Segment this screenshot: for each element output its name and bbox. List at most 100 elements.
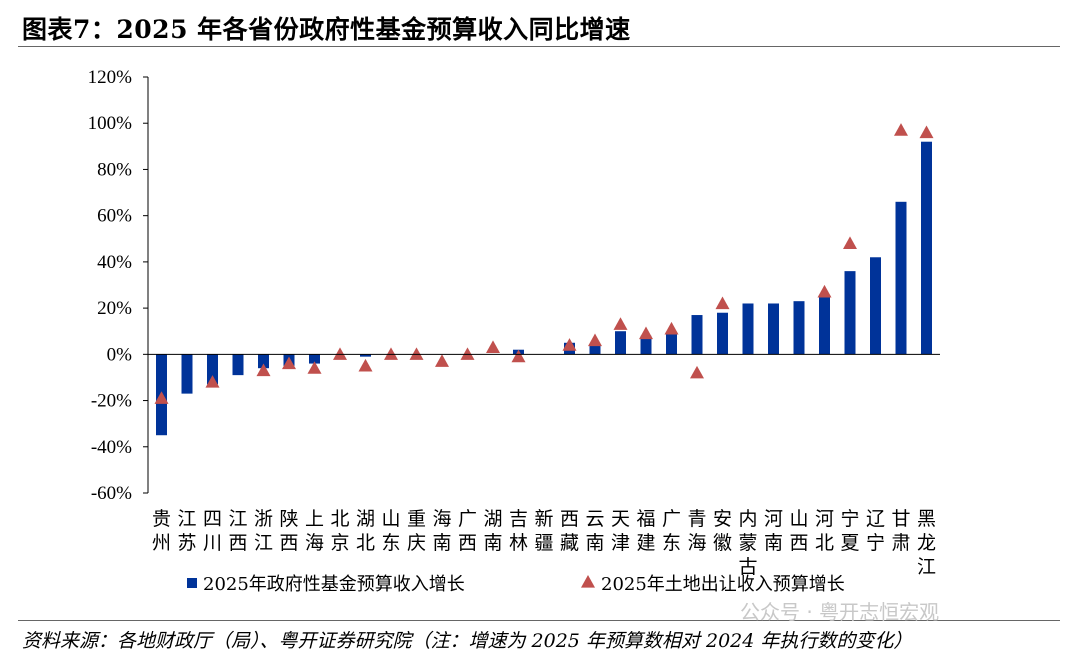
y-tick-label: -20% bbox=[91, 391, 132, 412]
triangle-marker bbox=[409, 347, 424, 360]
triangle-marker bbox=[894, 123, 908, 136]
bar bbox=[309, 354, 320, 364]
bar bbox=[207, 354, 218, 385]
watermark: 公众号 · 粤开志恒宏观 bbox=[740, 600, 940, 624]
svg-text:辽宁: 辽宁 bbox=[866, 508, 885, 554]
category-label: 甘肃 bbox=[891, 508, 910, 554]
category-label: 贵州 bbox=[152, 508, 171, 554]
triangle-marker bbox=[715, 296, 730, 310]
svg-text:黑龙江: 黑龙江 bbox=[917, 508, 936, 578]
svg-text:福建: 福建 bbox=[636, 508, 655, 554]
category-label: 广东 bbox=[662, 508, 681, 554]
triangle-marker bbox=[639, 326, 653, 340]
category-label: 重庆 bbox=[407, 508, 426, 554]
svg-text:浙江: 浙江 bbox=[254, 508, 273, 554]
legend-swatch-triangle bbox=[581, 575, 595, 588]
category-label: 河南 bbox=[764, 508, 783, 554]
svg-text:山东: 山东 bbox=[381, 508, 400, 554]
triangle-marker bbox=[154, 391, 169, 404]
triangle-series bbox=[154, 123, 934, 404]
triangle-marker bbox=[486, 340, 500, 353]
svg-text:青海: 青海 bbox=[687, 508, 706, 554]
svg-text:广东: 广东 bbox=[662, 508, 681, 554]
triangle-marker bbox=[690, 365, 704, 379]
triangle-marker bbox=[511, 349, 526, 363]
source-divider bbox=[18, 620, 1060, 621]
y-axis: -60% -40% -20% 0% 20% 40% 60% 80% 100% 120% bbox=[88, 67, 149, 504]
svg-text:安徽: 安徽 bbox=[713, 508, 732, 554]
bar bbox=[181, 354, 193, 394]
category-label: 陕西 bbox=[279, 508, 298, 554]
bar bbox=[921, 141, 932, 355]
svg-text:海南: 海南 bbox=[432, 508, 451, 554]
svg-text:湖南: 湖南 bbox=[483, 508, 502, 554]
chart-title: 图表7：2025 年各省份政府性基金预算收入同比增速 bbox=[22, 15, 631, 44]
y-tick-label: 40% bbox=[97, 252, 132, 273]
category-labels: 贵州江苏四川江西浙江陕西上海北京湖北山东重庆海南广西湖南吉林新疆西藏云南天津福建… bbox=[152, 508, 936, 578]
svg-text:甘肃: 甘肃 bbox=[891, 508, 910, 554]
triangle-marker bbox=[817, 284, 832, 298]
bar bbox=[717, 312, 728, 355]
bar bbox=[232, 354, 244, 376]
y-tick-label: 0% bbox=[107, 344, 133, 365]
y-tick-label: 20% bbox=[97, 298, 132, 319]
svg-text:天津: 天津 bbox=[611, 508, 630, 554]
bar bbox=[640, 335, 652, 355]
triangle-marker bbox=[562, 338, 577, 351]
bar bbox=[768, 303, 779, 355]
bar-series bbox=[156, 141, 932, 436]
y-tick-label: -40% bbox=[91, 437, 132, 458]
bar bbox=[615, 331, 626, 355]
legend-label-triangle: 2025年土地出让收入预算增长 bbox=[601, 574, 845, 595]
triangle-marker bbox=[919, 125, 934, 139]
triangle-marker bbox=[333, 347, 347, 360]
category-label: 青海 bbox=[687, 508, 706, 554]
svg-text:宁夏: 宁夏 bbox=[840, 508, 859, 554]
category-label: 福建 bbox=[636, 508, 655, 554]
triangle-marker bbox=[256, 363, 271, 377]
bar bbox=[666, 333, 677, 355]
svg-text:西藏: 西藏 bbox=[560, 508, 579, 554]
legend: 2025年政府性基金预算收入增长 2025年土地出让收入预算增长 bbox=[187, 574, 845, 595]
category-label: 安徽 bbox=[713, 508, 732, 554]
category-label: 新疆 bbox=[534, 508, 553, 554]
y-tick-label: 80% bbox=[97, 159, 132, 180]
bar bbox=[691, 315, 703, 355]
category-label: 海南 bbox=[432, 508, 451, 554]
svg-text:河南: 河南 bbox=[764, 508, 783, 554]
svg-text:吉林: 吉林 bbox=[509, 508, 528, 554]
category-label: 天津 bbox=[611, 508, 630, 554]
category-label: 上海 bbox=[305, 508, 324, 554]
svg-text:陕西: 陕西 bbox=[279, 508, 298, 554]
source-note: 资料来源：各地财政厅（局）、粤开证券研究院（注：增速为 2025 年预算数相对 … bbox=[22, 630, 913, 652]
bar bbox=[589, 345, 601, 355]
category-label: 云南 bbox=[585, 508, 604, 554]
triangle-marker bbox=[843, 236, 857, 249]
svg-text:江苏: 江苏 bbox=[177, 508, 196, 554]
svg-text:四川: 四川 bbox=[203, 508, 222, 554]
category-label: 内蒙古 bbox=[738, 508, 757, 578]
bar bbox=[793, 301, 805, 355]
svg-text:湖北: 湖北 bbox=[356, 508, 375, 554]
svg-text:河北: 河北 bbox=[815, 508, 834, 554]
y-tick-label: 60% bbox=[97, 206, 132, 227]
category-label: 湖北 bbox=[356, 508, 375, 554]
category-label: 西藏 bbox=[560, 508, 579, 554]
y-tick-label: -60% bbox=[91, 483, 132, 504]
triangle-marker bbox=[205, 375, 220, 388]
category-label: 江苏 bbox=[177, 508, 196, 554]
bar bbox=[870, 257, 881, 355]
bar bbox=[895, 201, 907, 355]
svg-text:北京: 北京 bbox=[330, 508, 349, 554]
svg-text:江西: 江西 bbox=[228, 508, 247, 554]
category-label: 宁夏 bbox=[840, 508, 859, 554]
svg-text:广西: 广西 bbox=[458, 508, 477, 554]
category-label: 吉林 bbox=[509, 508, 528, 554]
y-tick-label: 120% bbox=[88, 67, 133, 88]
triangle-marker bbox=[460, 347, 475, 360]
triangle-marker bbox=[358, 358, 373, 372]
title-divider bbox=[18, 46, 1060, 47]
bar bbox=[742, 303, 754, 355]
category-label: 广西 bbox=[458, 508, 477, 554]
legend-swatch-bar bbox=[187, 578, 197, 588]
